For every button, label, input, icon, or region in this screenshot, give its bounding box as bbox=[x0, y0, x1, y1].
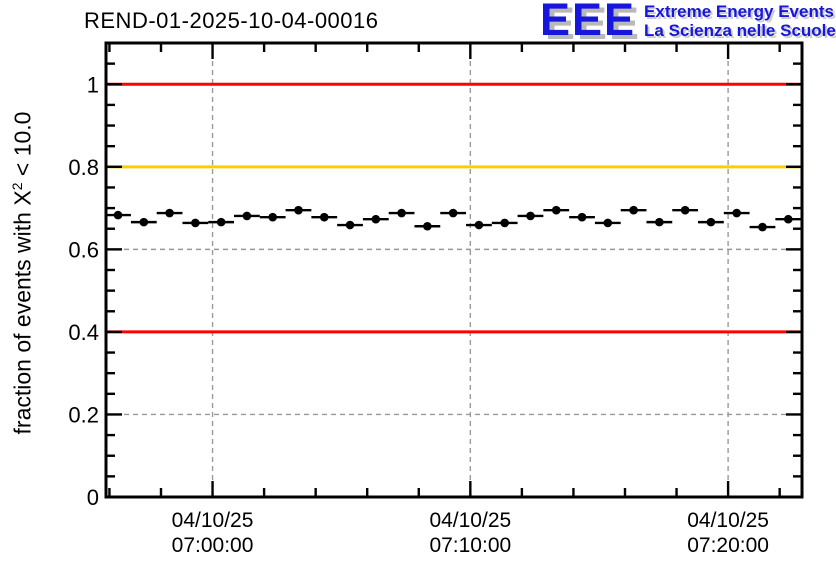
data-point bbox=[783, 214, 793, 224]
data-point bbox=[165, 208, 174, 218]
data-point bbox=[113, 210, 123, 220]
x-tick-label-time: 07:00:00 bbox=[172, 534, 254, 557]
y-tick-label: 0.6 bbox=[68, 237, 99, 262]
eee-logo-line2: La Scienza nelle Scuole bbox=[644, 21, 836, 40]
data-point bbox=[216, 217, 226, 227]
data-point bbox=[397, 208, 406, 218]
eee-logo-line1: Extreme Energy Events bbox=[644, 2, 834, 21]
plot-frame bbox=[104, 41, 804, 499]
y-tick-label: 0.4 bbox=[68, 320, 99, 345]
y-axis-title: fraction of events with X2 < 10.0 bbox=[9, 111, 36, 435]
x-tick-label-time: 07:10:00 bbox=[429, 534, 511, 557]
y-tick-label: 0 bbox=[87, 485, 99, 510]
chart-title: REND-01-2025-10-04-00016 bbox=[84, 8, 379, 33]
data-point bbox=[655, 217, 664, 227]
data-point bbox=[500, 218, 509, 228]
data-point bbox=[526, 211, 535, 221]
y-tick-label: 0.8 bbox=[68, 155, 99, 180]
y-tick-label: 1 bbox=[87, 72, 99, 97]
data-point bbox=[629, 205, 638, 215]
data-point bbox=[345, 220, 355, 230]
data-point bbox=[371, 214, 381, 224]
data-point bbox=[139, 217, 149, 227]
data-point bbox=[551, 205, 561, 215]
data-point bbox=[732, 208, 741, 218]
data-point bbox=[474, 220, 484, 230]
x-tick-label-time: 07:20:00 bbox=[687, 534, 769, 557]
data-point bbox=[448, 208, 458, 218]
x-tick-label-date: 04/10/25 bbox=[172, 509, 254, 532]
data-point bbox=[268, 212, 277, 222]
data-point bbox=[603, 218, 613, 228]
data-point bbox=[294, 205, 303, 215]
data-point bbox=[319, 212, 329, 222]
data-point bbox=[577, 212, 587, 222]
x-tick-label-date: 04/10/25 bbox=[429, 509, 511, 532]
eee-logo-acronym: EEE bbox=[540, 0, 637, 45]
y-tick-label: 0.2 bbox=[68, 402, 99, 427]
superscript-2: 2 bbox=[9, 182, 25, 191]
data-point bbox=[191, 218, 200, 228]
data-point bbox=[242, 211, 252, 221]
eee-logo-text: Extreme Energy Events La Scienza nelle S… bbox=[644, 2, 836, 40]
eee-logo: EEE Extreme Energy Events La Scienza nel… bbox=[540, 0, 836, 45]
data-point bbox=[680, 205, 690, 215]
data-point bbox=[423, 221, 432, 231]
data-point bbox=[758, 222, 767, 232]
data-series bbox=[106, 205, 802, 232]
x-tick-label-date: 04/10/25 bbox=[687, 509, 769, 532]
data-point bbox=[706, 217, 716, 227]
